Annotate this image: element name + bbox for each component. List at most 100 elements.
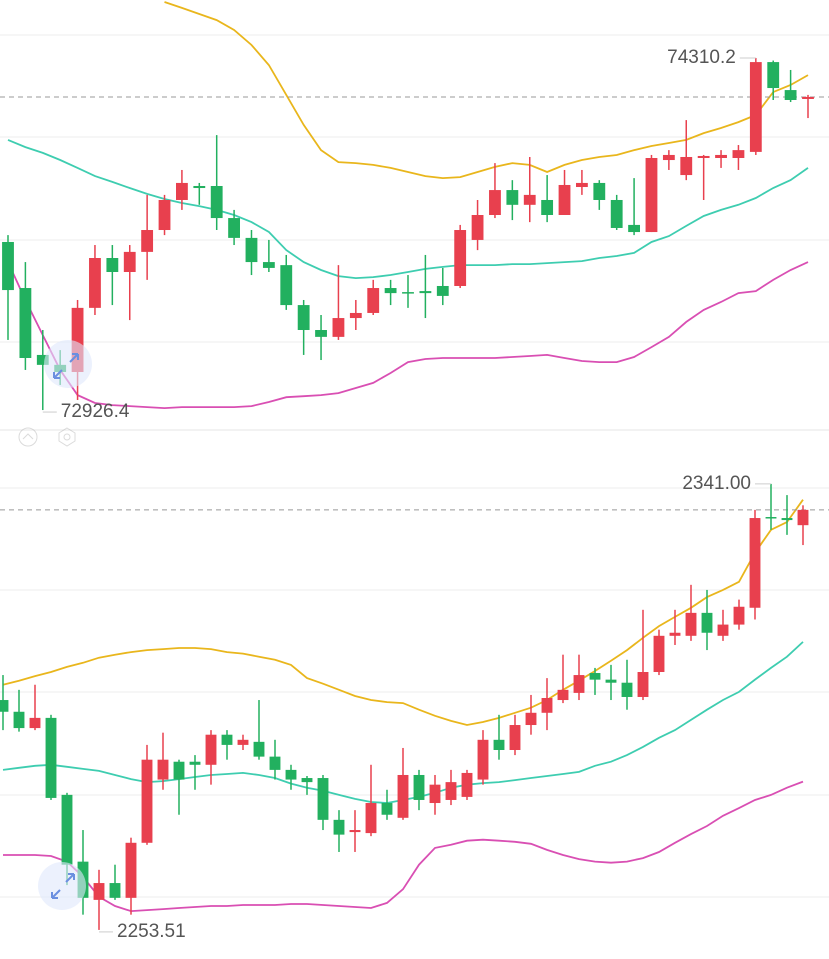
candle-body bbox=[697, 155, 710, 159]
price-label: 2341.00 bbox=[682, 473, 751, 494]
candle-body bbox=[381, 803, 393, 815]
background-grid bbox=[0, 34, 829, 898]
candle-body bbox=[71, 307, 84, 372]
candle-body bbox=[106, 258, 119, 272]
candle-body bbox=[253, 741, 265, 757]
candle-body bbox=[541, 698, 553, 713]
candle-body bbox=[493, 739, 505, 750]
candle-body bbox=[301, 778, 313, 783]
candle-body bbox=[637, 672, 649, 697]
candle-body bbox=[605, 679, 617, 683]
candle-body bbox=[332, 318, 345, 337]
candle-body bbox=[471, 215, 484, 240]
candle-body bbox=[262, 262, 275, 268]
band-line bbox=[7, 261, 809, 410]
badge-arrows bbox=[51, 873, 75, 899]
price-label: 74310.2 bbox=[667, 47, 736, 68]
badge-bg bbox=[44, 340, 92, 388]
candle-body bbox=[680, 156, 693, 176]
candle-body bbox=[29, 717, 41, 729]
badge-bg bbox=[38, 862, 86, 910]
candle-body bbox=[280, 265, 293, 306]
candle-body bbox=[477, 739, 489, 780]
candle-body bbox=[315, 330, 327, 337]
candle-body bbox=[2, 241, 14, 291]
candle-body bbox=[45, 717, 57, 798]
candle-body bbox=[589, 673, 601, 680]
candle-body bbox=[436, 285, 449, 296]
candle-body bbox=[419, 291, 432, 294]
candle-body bbox=[701, 612, 713, 633]
candle-body bbox=[285, 769, 297, 780]
candle-body bbox=[749, 518, 761, 608]
settings-icon[interactable] bbox=[58, 427, 76, 447]
candle-body bbox=[669, 632, 681, 636]
candle-body bbox=[732, 150, 745, 159]
band-line bbox=[164, 1, 809, 180]
candle-body bbox=[558, 184, 571, 215]
candle-body bbox=[349, 830, 361, 833]
candle-body bbox=[645, 158, 658, 233]
candle-body bbox=[621, 682, 633, 697]
candle-body bbox=[365, 803, 377, 834]
candle-body bbox=[123, 251, 136, 272]
candle-body bbox=[525, 712, 537, 726]
candle-body bbox=[0, 700, 9, 712]
candle-body bbox=[349, 312, 362, 319]
candle-body bbox=[454, 230, 467, 286]
band-line bbox=[3, 780, 804, 913]
candle-body bbox=[93, 883, 105, 900]
candle-body bbox=[158, 199, 171, 231]
badge-arrows bbox=[53, 353, 79, 379]
candle-body bbox=[61, 794, 73, 865]
candle-body bbox=[384, 288, 397, 294]
candle-body bbox=[715, 154, 727, 159]
band-line bbox=[7, 139, 809, 280]
candle-body bbox=[297, 305, 310, 331]
candle-body bbox=[176, 182, 188, 200]
candle-body bbox=[109, 883, 121, 898]
candle-body bbox=[237, 739, 249, 745]
candle-body bbox=[157, 759, 169, 780]
candle-body bbox=[19, 288, 32, 358]
candle-body bbox=[141, 230, 154, 252]
candle-body bbox=[797, 509, 809, 526]
candle-body bbox=[489, 190, 501, 215]
candle-body bbox=[367, 288, 380, 313]
candle-body bbox=[205, 734, 217, 765]
collapse-arrow bbox=[22, 433, 34, 440]
candle-body bbox=[784, 90, 797, 100]
candle-body bbox=[397, 774, 409, 818]
candle-body bbox=[717, 624, 729, 636]
toolbar-icons bbox=[18, 427, 76, 447]
candle-body bbox=[333, 819, 345, 835]
candle-body bbox=[189, 761, 201, 765]
candle-body bbox=[573, 675, 585, 693]
candle-body bbox=[781, 518, 793, 521]
candle-body bbox=[509, 725, 521, 750]
candle-body bbox=[610, 199, 623, 228]
candle-body bbox=[628, 224, 640, 233]
collapse-icon[interactable] bbox=[18, 427, 38, 447]
candle-body bbox=[765, 517, 777, 519]
price-label: 72926.4 bbox=[61, 401, 130, 422]
candle-body bbox=[557, 689, 569, 701]
candle-body bbox=[193, 185, 206, 189]
candle-body bbox=[802, 96, 814, 99]
candle-body bbox=[210, 185, 223, 219]
expand-badge[interactable] bbox=[38, 862, 86, 910]
candle-body bbox=[767, 62, 780, 89]
candle-body bbox=[429, 784, 441, 804]
candle-body bbox=[653, 635, 665, 672]
candle-body bbox=[506, 190, 519, 205]
candle-body bbox=[141, 759, 153, 843]
candle-body bbox=[36, 354, 49, 365]
candle-body bbox=[221, 734, 233, 745]
candle-body bbox=[662, 154, 675, 161]
candle-body bbox=[593, 182, 606, 200]
candle-body bbox=[13, 711, 25, 729]
expand-badge[interactable] bbox=[44, 340, 92, 388]
candle-body bbox=[445, 782, 457, 800]
